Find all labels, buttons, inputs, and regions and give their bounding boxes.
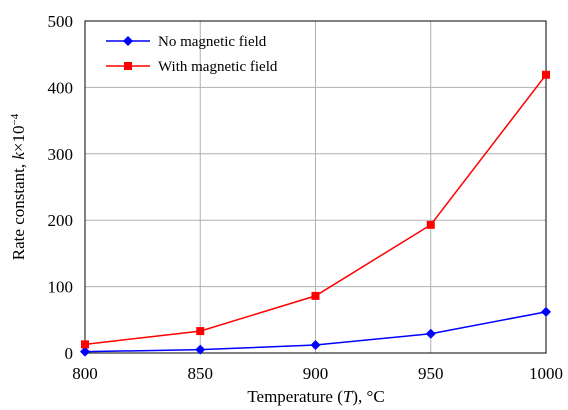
data-point-square bbox=[311, 291, 320, 300]
data-point-diamond bbox=[425, 328, 436, 339]
data-point-diamond bbox=[541, 306, 551, 317]
data-point-diamond bbox=[310, 340, 321, 351]
y-tick-label: 0 bbox=[65, 344, 74, 363]
data-point-square bbox=[542, 70, 550, 79]
series-layer bbox=[80, 70, 551, 357]
legend-label-no-field: No magnetic field bbox=[158, 34, 267, 50]
y-tick-label: 400 bbox=[48, 78, 74, 97]
x-axis-title: Temperature (T), °C bbox=[247, 387, 384, 406]
legend: No magnetic field With magnetic field bbox=[106, 34, 278, 75]
data-point-diamond bbox=[195, 344, 206, 355]
data-point-diamond bbox=[80, 346, 90, 357]
tick-labels: 0 100 200 300 400 500 800 850 900 950 1000 bbox=[48, 12, 564, 383]
y-tick-label: 500 bbox=[48, 12, 74, 31]
y-tick-label: 200 bbox=[48, 211, 74, 230]
grid-lines bbox=[84, 20, 547, 354]
legend-marker-no-field bbox=[123, 36, 133, 46]
y-tick-label: 100 bbox=[48, 278, 74, 297]
plot-area-border bbox=[84, 20, 547, 354]
x-tick-label: 900 bbox=[303, 364, 329, 383]
x-tick-label: 1000 bbox=[529, 364, 563, 383]
data-point-square bbox=[81, 340, 89, 349]
data-point-square bbox=[426, 220, 435, 229]
legend-label-with-field: With magnetic field bbox=[158, 59, 278, 75]
x-tick-label: 950 bbox=[418, 364, 444, 383]
x-tick-label: 850 bbox=[188, 364, 214, 383]
x-tick-label: 800 bbox=[72, 364, 98, 383]
y-axis-title: Rate constant, k×10−4 bbox=[9, 113, 28, 260]
data-point-square bbox=[196, 327, 205, 336]
legend-marker-with-field bbox=[124, 62, 132, 70]
y-tick-label: 300 bbox=[48, 145, 74, 164]
